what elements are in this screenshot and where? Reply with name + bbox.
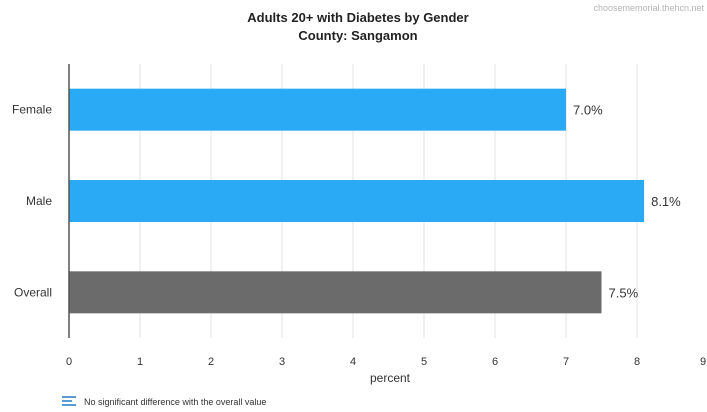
chart-title: Adults 20+ with Diabetes by Gender: [247, 10, 468, 25]
x-tick-label: 7: [563, 356, 569, 368]
category-label: Overall: [14, 285, 52, 299]
x-axis-title: percent: [370, 371, 411, 385]
legend: No significant difference with the overa…: [62, 396, 266, 407]
x-tick-label: 1: [137, 356, 143, 368]
x-tick-label: 4: [350, 356, 356, 368]
x-tick-label: 2: [208, 356, 214, 368]
bars: 7.0% 8.1% 7.5%: [69, 88, 681, 314]
chart-subtitle: County: Sangamon: [298, 28, 417, 43]
category-labels: Female Male Overall: [12, 103, 52, 300]
category-label: Female: [12, 103, 52, 117]
x-tick-label: 6: [492, 356, 498, 368]
bar-female: [69, 88, 566, 131]
data-label: 7.5%: [609, 285, 639, 300]
x-tick-label: 9: [700, 356, 706, 368]
bar-male: [69, 180, 645, 222]
x-tick-labels: 0 1 2 3 4 5 6 7 8 9: [66, 356, 706, 368]
striped-legend-icon: [62, 396, 76, 406]
x-tick-label: 8: [634, 356, 640, 368]
bar-overall: [69, 271, 602, 314]
x-tick-label: 0: [66, 356, 72, 368]
x-tick-label: 5: [421, 356, 427, 368]
watermark: choosememorial.thehcn.net: [593, 3, 704, 13]
data-label: 7.0%: [573, 103, 603, 118]
x-tick-label: 3: [279, 356, 285, 368]
legend-text: No significant difference with the overa…: [84, 397, 266, 407]
data-label: 8.1%: [651, 194, 681, 209]
category-label: Male: [26, 194, 52, 208]
